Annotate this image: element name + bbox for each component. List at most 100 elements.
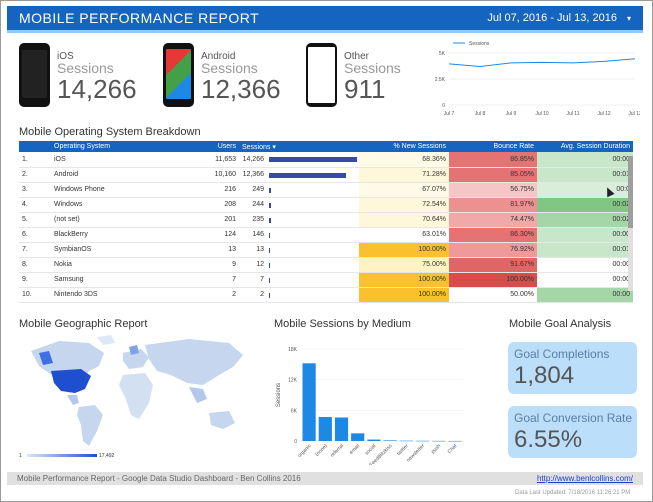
x-tick-label: referral [329,443,344,458]
row-sessions-value: 146 [252,231,264,238]
row-sessions: 146 [239,227,359,243]
row-users: 208 [187,197,239,213]
row-users: 13 [187,242,239,258]
row-index: 9. [19,272,51,288]
table-row[interactable]: 2. Android 10,160 12,366 71.28% 85.05% 00:01 [19,167,633,183]
x-tick-label: newsletter [406,443,427,464]
col-header-bounce-rate[interactable]: Bounce Rate [449,141,537,152]
device-label-other: Sessions [344,60,401,76]
col-header-index [19,141,51,152]
bar [334,417,349,441]
footer-credit: Mobile Performance Report - Google Data … [17,474,301,483]
world-map[interactable] [19,331,251,451]
chevron-down-icon[interactable]: ▾ [626,13,631,23]
row-sessions-value: 244 [252,201,264,208]
geo-legend: 1 17,492 [19,453,119,461]
x-tick-label: Jul 12 [597,111,611,117]
goal-conversion-card: Goal Conversion Rate 6.55% [508,406,637,458]
table-row[interactable]: 5. (not set) 201 235 70.64% 74.47% 00:02 [19,212,633,228]
x-tick-label: organic [297,443,313,459]
table-row[interactable]: 1. iOS 11,653 14,266 68.36% 86.85% 00:00 [19,152,633,168]
legend-label: Sessions [469,41,490,47]
table-row[interactable]: 3. Windows Phone 216 249 67.07% 56.75% 00:0 [19,182,633,198]
row-sessions: 14,266 [239,152,359,168]
row-bounce-rate: 50.00% [449,287,537,303]
y-tick-label: 2.5K [435,77,446,83]
table-row[interactable]: 7. SymbianOS 13 13 100.00% 76.92% 00:01 [19,242,633,258]
table-row[interactable]: 8. Nokia 9 12 75.00% 91.67% 00:00 [19,257,633,273]
table-row[interactable]: 6. BlackBerry 124 146 63.01% 86.30% 00:00 [19,227,633,243]
col-header-users[interactable]: Users [187,141,239,152]
row-avg-duration: 00:00 [537,287,633,303]
row-sessions: 12,366 [239,167,359,183]
report-header: MOBILE PERFORMANCE REPORT Jul 07, 2016 -… [7,6,643,30]
row-os-name: Windows Phone [51,182,187,198]
scrollbar-thumb[interactable] [628,156,633,228]
col-header-new-sessions[interactable]: % New Sessions [359,141,449,152]
row-bounce-rate: 86.85% [449,152,537,168]
row-index: 10. [19,287,51,303]
row-bounce-rate: 74.47% [449,212,537,228]
row-os-name: Nintendo 3DS [51,287,187,303]
generic-phone-icon [306,43,337,107]
row-sessions: 249 [239,182,359,198]
row-users: 10,160 [187,167,239,183]
bar [318,416,332,441]
row-users: 11,653 [187,152,239,168]
sessions-line-svg: Sessions 5K 2.5K 0 Jul 7 Jul 8 Jul 9 Jul 10 Jul … [435,41,640,117]
row-sessions: 2 [239,287,359,303]
row-bounce-rate: 86.30% [449,227,537,243]
device-name-android: Android [201,51,236,62]
row-sessions-bar [269,292,270,298]
bar [367,439,381,441]
row-new-sessions: 100.00% [359,242,449,258]
row-new-sessions: 75.00% [359,257,449,273]
row-bounce-rate: 100.00% [449,272,537,288]
device-name-other: Other [344,51,370,62]
col-header-avg-duration[interactable]: Avg. Session Duration [537,141,633,152]
x-tick-label: email [348,443,361,456]
row-index: 4. [19,197,51,213]
row-users: 216 [187,182,239,198]
x-tick-label: push [430,443,442,455]
row-new-sessions: 63.01% [359,227,449,243]
row-os-name: Android [51,167,187,183]
geo-legend-max: 17,492 [99,453,115,459]
goal-completions-value: 1,804 [514,362,575,389]
row-sessions: 244 [239,197,359,213]
geo-legend-gradient [27,454,97,457]
row-os-name: iOS [51,152,187,168]
table-row[interactable]: 10. Nintendo 3DS 2 2 100.00% 50.00% 00:00 [19,287,633,303]
row-avg-duration: 00:0 [537,182,633,198]
col-header-os[interactable]: Operating System [51,141,187,152]
header-accent-strip [7,30,643,33]
row-bounce-rate: 91.67% [449,257,537,273]
row-users: 2 [187,287,239,303]
col-header-sessions[interactable]: Sessions ▾ [239,141,359,152]
y-tick-label: 6K [291,408,298,414]
row-sessions-bar [269,187,271,193]
row-sessions-value: 7 [260,276,264,283]
table-row[interactable]: 9. Samsung 7 7 100.00% 100.00% 00:00 [19,272,633,288]
y-tick-label: 12K [288,378,298,384]
os-breakdown-title: Mobile Operating System Breakdown [19,126,201,138]
sessions-line [448,58,636,68]
date-range-picker[interactable]: Jul 07, 2016 - Jul 13, 2016 ▾ [487,12,631,24]
y-axis-label: Sessions [276,383,282,407]
row-index: 8. [19,257,51,273]
row-os-name: (not set) [51,212,187,228]
row-new-sessions: 71.28% [359,167,449,183]
table-row[interactable]: 4. Windows 208 244 72.54% 81.97% 00:02 [19,197,633,213]
row-bounce-rate: 56.75% [449,182,537,198]
row-new-sessions: 100.00% [359,287,449,303]
footer-link[interactable]: http://www.benlcollins.com/ [536,474,633,483]
bar [351,433,365,441]
row-bounce-rate: 76.92% [449,242,537,258]
bar [432,440,446,442]
x-tick-label: social [364,443,377,456]
y-tick-label: 0 [294,439,297,445]
y-tick-label: 0 [442,103,445,109]
x-tick-label: (none) [314,443,329,458]
table-scrollbar[interactable] [628,156,633,291]
ios-scorecard: iOS Sessions 14,266 [19,41,159,111]
